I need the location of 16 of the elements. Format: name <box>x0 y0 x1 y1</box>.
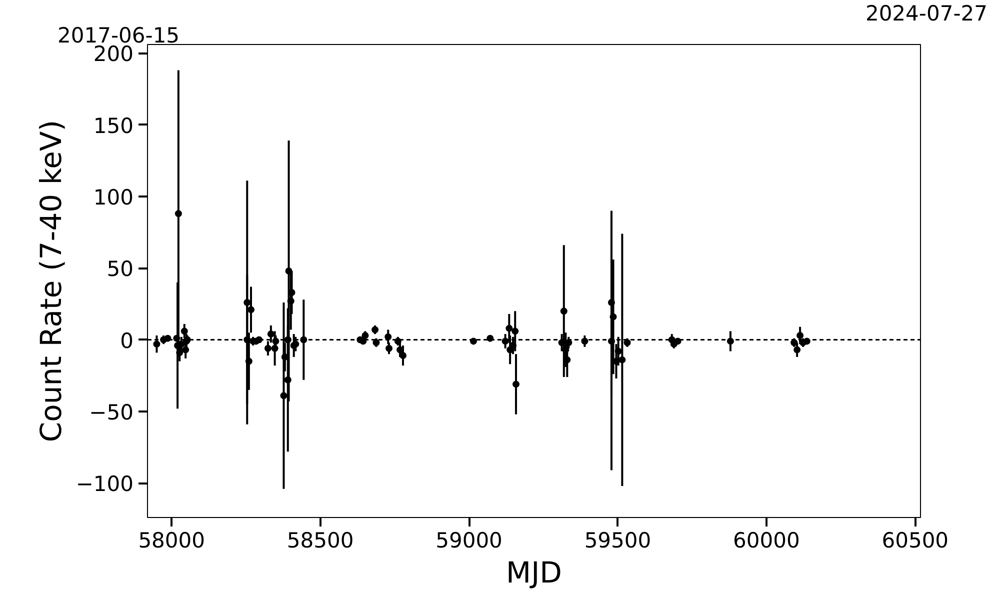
x-tick-label: 58500 <box>286 528 354 552</box>
x-tick-label: 59000 <box>436 528 502 552</box>
x-tick-label: 60500 <box>882 528 949 552</box>
y-axis-title: Count Rate (7-40 keV) <box>34 120 68 442</box>
x-tick-label: 59500 <box>584 528 652 552</box>
y-tick-label: 200 <box>93 42 134 66</box>
x-axis-title: MJD <box>506 556 562 590</box>
y-tick-label: 150 <box>93 114 134 138</box>
y-tick-label: −100 <box>76 472 134 496</box>
x-tick-label: 58000 <box>138 528 205 552</box>
y-tick-label: 100 <box>93 185 134 210</box>
y-tick-label: 50 <box>106 257 134 282</box>
y-tick-label: −50 <box>89 400 134 424</box>
text: 2024-07-27 <box>865 2 988 26</box>
x-tick-label: 60000 <box>733 528 800 552</box>
y-tick-label: 0 <box>120 328 134 353</box>
